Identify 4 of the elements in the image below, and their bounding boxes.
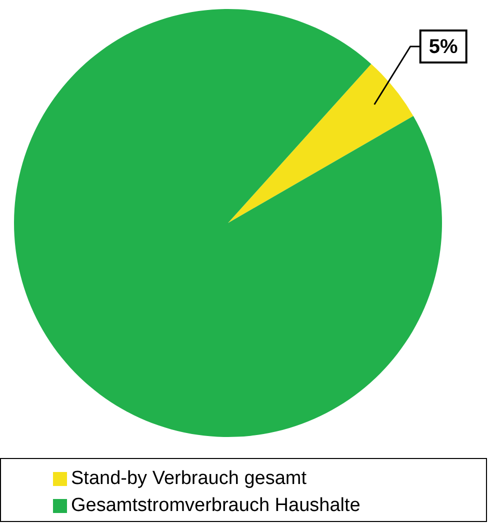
legend-label: Gesamtstromverbrauch Haushalte <box>71 494 360 516</box>
data-label: 5% <box>428 36 458 58</box>
pie-slice <box>228 64 414 223</box>
legend-label: Stand-by Verbrauch gesamt <box>71 468 307 490</box>
